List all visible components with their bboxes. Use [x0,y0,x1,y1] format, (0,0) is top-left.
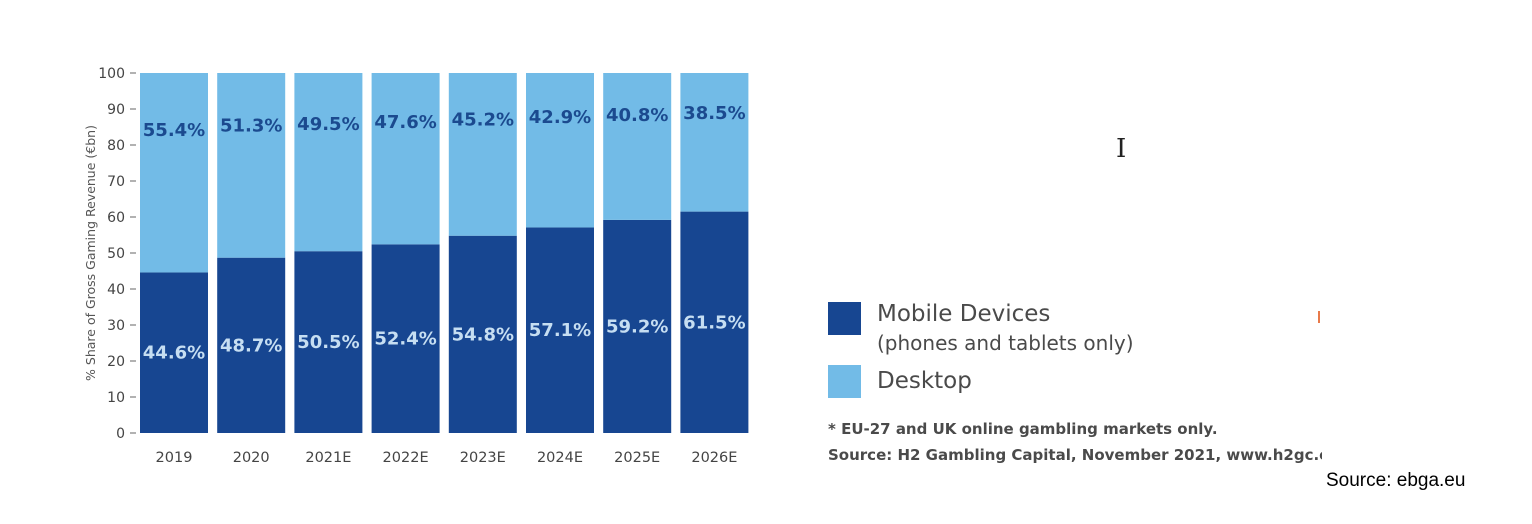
data-label-mobile: 57.1% [529,320,591,341]
legend-swatch-desktop [828,365,861,398]
bar-mobile [140,272,208,433]
chart-legend: Mobile Devices (phones and tablets only)… [828,300,1134,398]
data-label-desktop: 51.3% [220,116,282,137]
legend-label-mobile: Mobile Devices [877,301,1051,327]
bar-desktop [680,73,749,212]
data-label-mobile: 54.8% [452,324,514,345]
x-tick-label: 2024E [537,450,583,466]
data-label-mobile: 48.7% [220,335,282,356]
bar-mobile [526,227,594,433]
bar-desktop [140,73,208,273]
y-tick-label: 60 [107,210,125,226]
y-tick-label: 50 [107,246,125,262]
footnote: * EU-27 and UK online gambling markets o… [828,420,1218,438]
x-tick-label: 2020 [233,450,270,466]
y-tick-label: 20 [107,354,125,370]
y-tick-label: 100 [98,66,125,82]
y-tick-label: 90 [107,102,125,118]
legend-label-desktop: Desktop [877,368,972,394]
bar-mobile [448,235,517,433]
legend-item-desktop: Desktop [828,365,1134,398]
data-label-desktop: 49.5% [297,114,359,135]
y-axis-label: % Share of Gross Gaming Revenue (€bn) [83,125,98,381]
y-tick-label: 0 [116,426,125,442]
bar-desktop [217,73,286,258]
y-tick-label: 70 [107,174,125,190]
x-tick-label: 2022E [383,450,429,466]
stacked-bar-chart: 0 10 20 30 40 50 60 70 80 90 100 % Share of Gross G… [83,66,749,466]
x-tick-label: 2019 [156,450,193,466]
y-tick-label: 10 [107,390,125,406]
decorative-mark [1318,311,1320,323]
legend-item-mobile: Mobile Devices (phones and tablets only) [828,300,1134,358]
bar-desktop [448,73,517,236]
legend-sublabel-mobile: (phones and tablets only) [877,331,1134,355]
chart-source: Source: H2 Gambling Capital, November 20… [828,446,1322,464]
bar-desktop [526,73,594,228]
data-label-desktop: 47.6% [374,112,436,133]
notes-area: * EU-27 and UK online gambling markets o… [828,420,1322,464]
data-label-mobile: 61.5% [683,312,745,333]
bar-desktop [603,73,672,220]
y-tick-label: 40 [107,282,125,298]
bar-mobile [603,219,672,433]
y-tick-label: 80 [107,138,125,154]
data-label-desktop: 40.8% [606,105,668,126]
text-cursor-icon: I [1116,134,1127,164]
bar-desktop [371,73,440,245]
legend-swatch-mobile [828,302,861,335]
data-label-mobile: 50.5% [297,332,359,353]
image-credit: Source: ebga.eu [1326,470,1466,491]
data-label-desktop: 42.9% [529,107,591,128]
x-tick-label: 2021E [305,450,351,466]
x-tick-label: 2023E [460,450,506,466]
data-label-desktop: 55.4% [143,120,205,141]
data-label-mobile: 59.2% [606,316,668,337]
data-label-desktop: 38.5% [683,103,745,124]
y-tick-label: 30 [107,318,125,334]
bar-mobile [680,211,749,433]
bar-mobile [217,257,286,433]
data-label-mobile: 52.4% [374,329,436,350]
data-label-desktop: 45.2% [452,110,514,131]
data-label-mobile: 44.6% [143,343,205,364]
x-tick-label: 2026E [691,450,737,466]
bar-mobile [294,251,363,433]
bar-desktop [294,73,363,252]
bar-mobile [371,244,440,433]
x-tick-label: 2025E [614,450,660,466]
